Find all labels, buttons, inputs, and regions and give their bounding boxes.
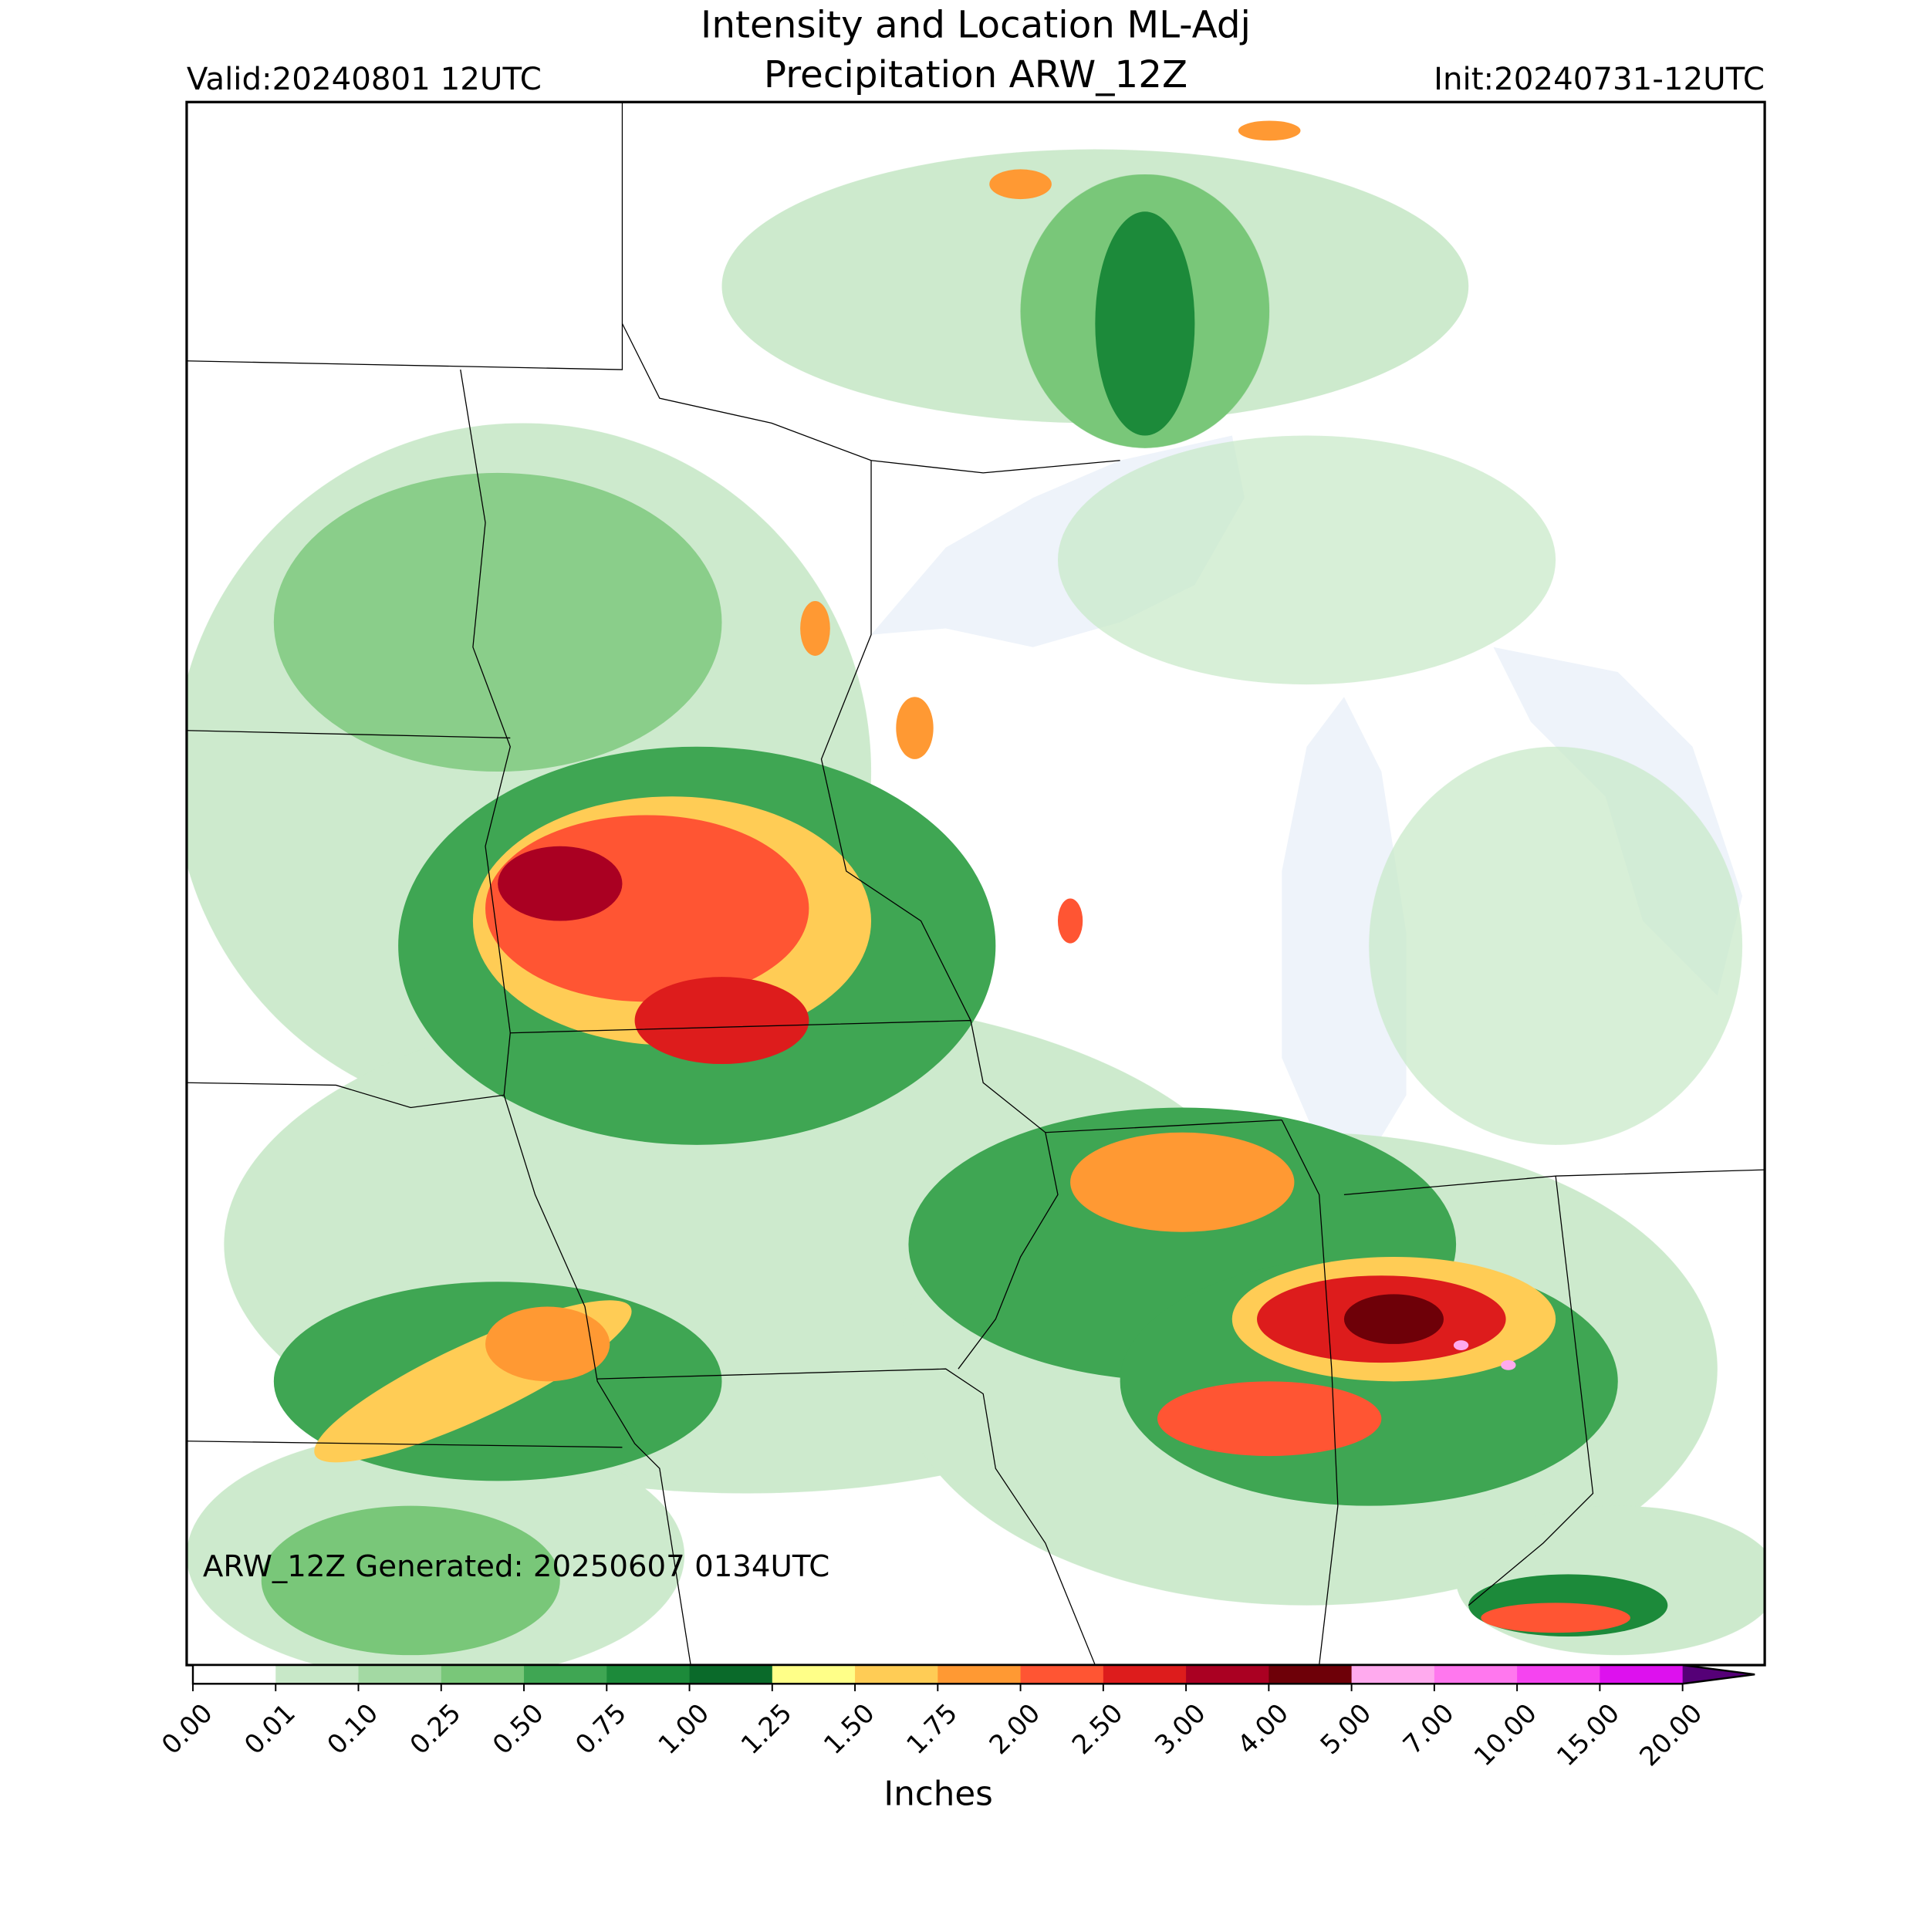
title-line2: Precipitation ARW_12Z xyxy=(764,53,1187,96)
colorbar-segment xyxy=(1434,1665,1518,1684)
colorbar-outline xyxy=(191,1663,1755,1685)
colorbar-segment xyxy=(689,1665,773,1684)
colorbar-segment xyxy=(1600,1665,1684,1684)
colorbar-segment xyxy=(606,1665,691,1684)
colorbar-segment xyxy=(193,1665,277,1684)
precip-heavy xyxy=(314,120,1630,1633)
colorbar-segment xyxy=(275,1665,360,1684)
colorbar-segment xyxy=(1020,1665,1104,1684)
colorbar-segment xyxy=(358,1665,442,1684)
colorbar-extend xyxy=(1682,1665,1755,1684)
map xyxy=(186,102,1765,1666)
title-line1: Intensity and Location ML-Adj xyxy=(701,3,1251,46)
colorbar-segment xyxy=(1103,1665,1187,1684)
colorbar-segment xyxy=(524,1665,608,1684)
footnote: ARW_12Z Generated: 20250607 0134UTC xyxy=(203,1549,829,1584)
colorbar-segment xyxy=(1517,1665,1601,1684)
init-time: Init:20240731-12UTC xyxy=(1434,61,1765,97)
colorbar-segment xyxy=(441,1665,525,1684)
valid-time: Valid:20240801 12UTC xyxy=(187,61,542,97)
lake-michigan xyxy=(1282,697,1407,1157)
colorbar-segment xyxy=(1269,1665,1353,1684)
colorbar-segment xyxy=(1351,1665,1435,1684)
colorbar-segment xyxy=(772,1665,856,1684)
colorbar-segment xyxy=(1186,1665,1270,1684)
colorbar-label: Inches xyxy=(883,1775,992,1813)
colorbar-segment xyxy=(937,1665,1022,1684)
borders xyxy=(186,102,1765,1666)
colorbar-segment xyxy=(855,1665,939,1684)
